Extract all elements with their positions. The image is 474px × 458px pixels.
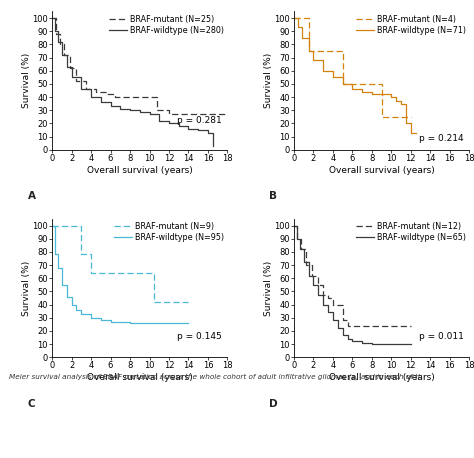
Text: D: D xyxy=(269,399,278,409)
Text: A: A xyxy=(27,191,36,201)
Y-axis label: Survival (%): Survival (%) xyxy=(264,53,273,108)
X-axis label: Overall survival (years): Overall survival (years) xyxy=(329,166,435,174)
Legend: BRAF-mutant (N=25), BRAF-wildtype (N=280): BRAF-mutant (N=25), BRAF-wildtype (N=280… xyxy=(108,13,226,36)
Legend: BRAF-mutant (N=12), BRAF-wildtype (N=65): BRAF-mutant (N=12), BRAF-wildtype (N=65) xyxy=(355,221,468,244)
Text: p = 0.145: p = 0.145 xyxy=(177,332,222,341)
Text: p = 0.011: p = 0.011 xyxy=(419,332,464,341)
Text: p = 0.281: p = 0.281 xyxy=(177,116,222,125)
X-axis label: Overall survival (years): Overall survival (years) xyxy=(329,373,435,382)
Text: B: B xyxy=(269,191,277,201)
Text: Meier survival analysis of BRAF mutation across the whole cohort of adult infilt: Meier survival analysis of BRAF mutation… xyxy=(9,373,423,380)
Text: C: C xyxy=(27,399,35,409)
Legend: BRAF-mutant (N=4), BRAF-wildtype (N=71): BRAF-mutant (N=4), BRAF-wildtype (N=71) xyxy=(355,13,468,36)
X-axis label: Overall survival (years): Overall survival (years) xyxy=(87,166,192,174)
Y-axis label: Survival (%): Survival (%) xyxy=(22,261,31,316)
Text: p = 0.214: p = 0.214 xyxy=(419,134,464,143)
Y-axis label: Survival (%): Survival (%) xyxy=(22,53,31,108)
Y-axis label: Survival (%): Survival (%) xyxy=(264,261,273,316)
X-axis label: Overall survival (years): Overall survival (years) xyxy=(87,373,192,382)
Legend: BRAF-mutant (N=9), BRAF-wildtype (N=95): BRAF-mutant (N=9), BRAF-wildtype (N=95) xyxy=(112,221,226,244)
